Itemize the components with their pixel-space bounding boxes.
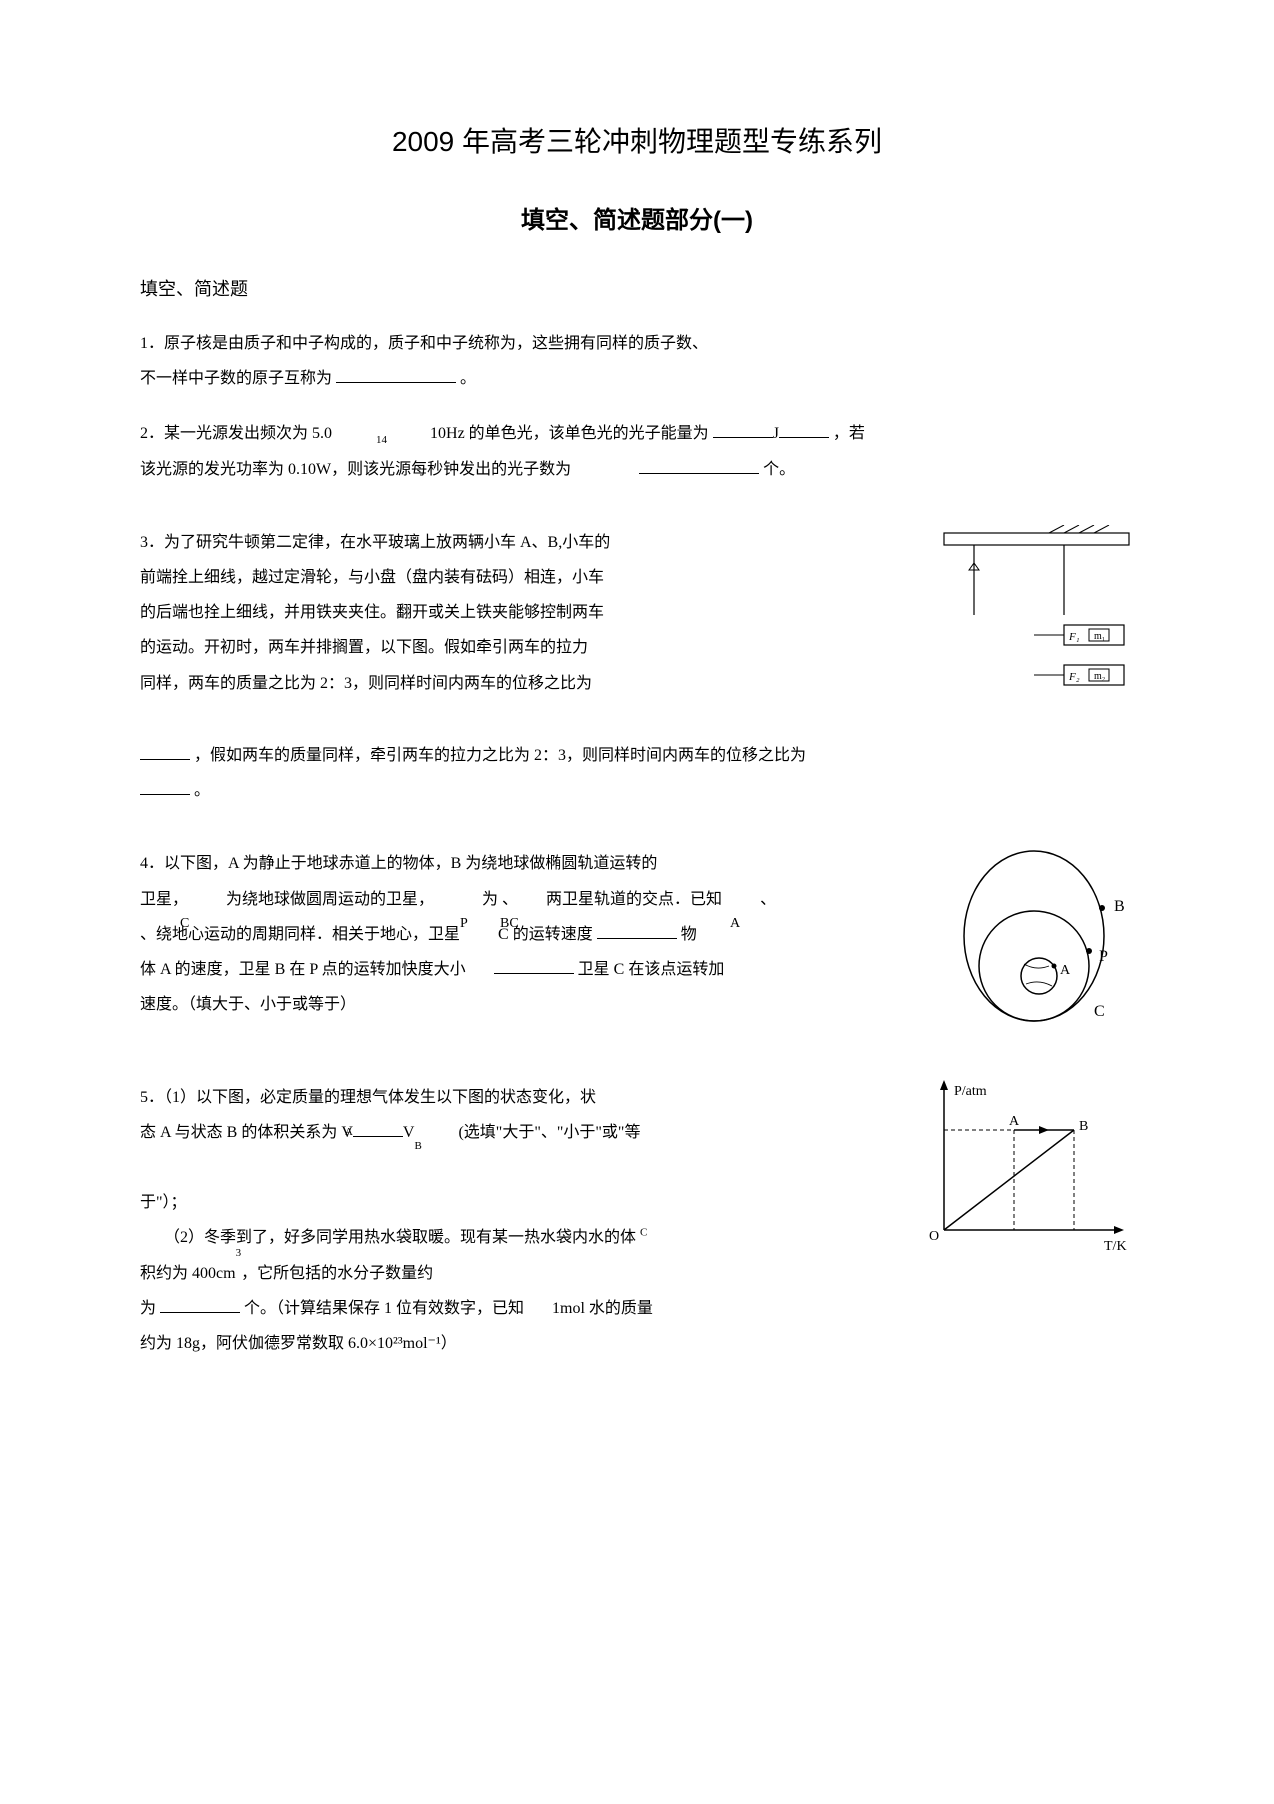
q3-figure: m₁ F₁ m₂ F₂ <box>934 525 1134 718</box>
q5-figure: P/atm T/K O A B <box>914 1080 1134 1362</box>
q3-m1-label: m₁ <box>1094 631 1105 642</box>
q4-line2a: 卫星， <box>140 891 188 908</box>
q4-fig-c: C <box>1094 1003 1105 1020</box>
q5-line3: 于"）； <box>140 1194 187 1211</box>
q5-line6c: 1mol 水的质量 <box>552 1300 653 1317</box>
q5-blank1: A <box>353 1119 403 1137</box>
q5-line7: 约为 18g，阿伏伽德罗常数取 6.0×10²³mol⁻¹） <box>140 1335 457 1352</box>
q3-f1-label: F₁ <box>1068 631 1080 643</box>
question-3: 3．为了研究牛顿第二定律，在水平玻璃上放两辆小车 A、B,小车的 前端拴上细线，… <box>140 525 1134 718</box>
q3-pulley-diagram: m₁ F₁ m₂ F₂ <box>934 525 1134 705</box>
q5-origin: O <box>929 1229 939 1244</box>
title-sub: 填空、简述题部分(一) <box>140 200 1134 235</box>
q4-label-p: P <box>460 909 468 940</box>
q5-line6a: 为 <box>140 1300 160 1317</box>
q4-orbit-diagram: A B P C <box>954 846 1134 1046</box>
q3-line1: 3．为了研究牛顿第二定律，在水平玻璃上放两辆小车 A、B,小车的 <box>140 534 610 551</box>
q4-line5: 速度。（填大于、小于或等于） <box>140 996 356 1013</box>
q3-blank2 <box>140 777 190 795</box>
q4-line2b: 为绕地球做圆周运动的卫星， <box>226 891 434 908</box>
q5-blank2 <box>160 1295 240 1313</box>
q4-blank2 <box>494 956 574 974</box>
q5-line2a: 态 A 与状态 B 的体积关系为 V <box>140 1124 353 1141</box>
q4-line1: 4．以下图，A 为静止于地球赤道上的物体，B 为绕地球做椭圆轨道运转的 <box>140 855 657 872</box>
q4-line2e: 、 <box>760 891 776 908</box>
q5-line4c: C <box>640 1227 647 1239</box>
question-5: 5．（1）以下图，必定质量的理想气体发生以下图的状态变化，状 态 A 与状态 B… <box>140 1080 1134 1362</box>
q4-fig-p: P <box>1099 948 1108 965</box>
q4-fig-b: B <box>1114 898 1125 915</box>
q5-ylabel: P/atm <box>954 1084 987 1099</box>
q5-exp3: 3 <box>236 1247 242 1259</box>
q4-label-bc: BC <box>500 909 519 940</box>
q2-line2-pre: 该光源的发光功率为 0.10W，则该光源每秒钟发出的光子数为 <box>140 461 571 478</box>
q1-line2-pre: 不一样中子数的原子互称为 <box>140 370 336 387</box>
title-main: 2009 年高考三轮冲刺物理题型专练系列 <box>140 120 1134 160</box>
q3-line5: 同样，两车的质量之比为 2：3，则同样时间内两车的位移之比为 <box>140 675 592 692</box>
q4-line2d: 两卫星轨道的交点．已知 <box>546 891 722 908</box>
q2-line1-mid: 10Hz 的单色光，该单色光的光子能量为 <box>430 425 713 442</box>
q3-text: 3．为了研究牛顿第二定律，在水平玻璃上放两辆小车 A、B,小车的 前端拴上细线，… <box>140 525 914 718</box>
q1-line2-post: 。 <box>460 370 476 387</box>
q2-line1-post: ，若 <box>833 425 865 442</box>
q5-line5b: ，它所包括的水分子数量约 <box>241 1265 433 1282</box>
q2-blank1b <box>779 420 829 438</box>
q2-line1-pre: 2．某一光源发出频次为 5.0 <box>140 425 332 442</box>
question-1: 1．原子核是由质子和中子构成的，质子和中子统称为，这些拥有同样的质子数、 不一样… <box>140 326 1134 396</box>
q4-line4b: 卫星 C 在该点运转加 <box>578 961 725 978</box>
q5-line4a: （2）冬季到了，好多同学用热水袋取暖。现有某一热水袋内水的体 <box>164 1229 636 1246</box>
q1-blank <box>336 365 456 383</box>
q3-m2-label: m₂ <box>1094 671 1105 682</box>
q5-point-b: B <box>1079 1119 1088 1134</box>
q2-blank1 <box>713 420 773 438</box>
q5-sub-a: A <box>345 1120 353 1144</box>
q4-line3c: 物 <box>681 926 697 943</box>
q2-line2-post: 个。 <box>763 461 795 478</box>
q3-line3: 的后端也拴上细线，并用铁夹夹住。翻开或关上铁夹能够控制两车 <box>140 604 604 621</box>
q1-line1: 1．原子核是由质子和中子构成的，质子和中子统称为，这些拥有同样的质子数、 <box>140 335 708 352</box>
q4-line2c: 为 、 <box>482 891 518 908</box>
q4-text: 4．以下图，A 为静止于地球赤道上的物体，B 为绕地球做椭圆轨道运转的 卫星， … <box>140 846 934 1059</box>
question-4: 4．以下图，A 为静止于地球赤道上的物体，B 为绕地球做椭圆轨道运转的 卫星， … <box>140 846 1134 1059</box>
q5-xlabel: T/K <box>1104 1239 1127 1254</box>
q4-label-a: A <box>730 909 740 940</box>
q2-exp: 14 <box>376 428 387 452</box>
q3-line6: ，假如两车的质量同样，牵引两车的拉力之比为 2：3，则同样时间内两车的位移之比为 <box>194 747 806 764</box>
q4-fig-a: A <box>1060 963 1071 978</box>
q5-line6b: 个。（计算结果保存 1 位有效数字，已知 <box>244 1300 524 1317</box>
section-header: 填空、简述题 <box>140 275 1134 301</box>
q3-blank1 <box>140 742 190 760</box>
q5-line2b: V <box>403 1124 415 1141</box>
q3-f2-label: F₂ <box>1068 671 1080 683</box>
q5-line5a: 积约为 400cm <box>140 1265 236 1282</box>
q4-line4a: 体 A 的速度，卫星 B 在 P 点的运转加快度大小 <box>140 961 470 978</box>
q5-line1: 5．（1）以下图，必定质量的理想气体发生以下图的状态变化，状 <box>140 1089 596 1106</box>
q3-line4: 的运动。开初时，两车并排搁置，以下图。假如牵引两车的拉力 <box>140 639 588 656</box>
q5-point-a: A <box>1009 1114 1020 1129</box>
q4-figure: A B P C <box>954 846 1134 1059</box>
q5-pv-diagram: P/atm T/K O A B <box>914 1080 1134 1260</box>
q4-blank1 <box>597 921 677 939</box>
q3-line2: 前端拴上细线，越过定滑轮，与小盘（盘内装有砝码）相连，小车 <box>140 569 604 586</box>
q2-blank2 <box>639 456 759 474</box>
q5-sub-b: B <box>414 1134 454 1158</box>
q4-label-c: C <box>180 909 189 940</box>
q5-text: 5．（1）以下图，必定质量的理想气体发生以下图的状态变化，状 态 A 与状态 B… <box>140 1080 894 1362</box>
question-2: 2．某一光源发出频次为 5.0 14 10Hz 的单色光，该单色光的光子能量为 … <box>140 416 1134 486</box>
q5-line2c: (选填"大于"、"小于"或"等 <box>458 1124 640 1141</box>
question-3-cont: ，假如两车的质量同样，牵引两车的拉力之比为 2：3，则同样时间内两车的位移之比为… <box>140 738 1134 808</box>
q3-line7: 。 <box>194 782 210 799</box>
